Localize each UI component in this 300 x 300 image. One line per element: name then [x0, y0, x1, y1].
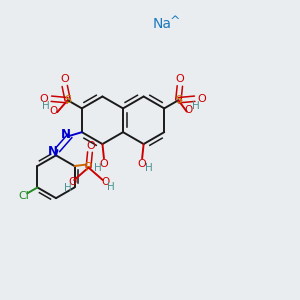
Text: O: O [50, 106, 58, 116]
Text: O: O [138, 159, 146, 169]
Text: H: H [106, 182, 114, 192]
Text: Na: Na [152, 17, 171, 31]
Text: O: O [60, 74, 69, 84]
Text: S: S [175, 95, 182, 105]
Text: H: H [192, 100, 200, 111]
Text: S: S [64, 95, 71, 105]
Text: Cl: Cl [19, 191, 30, 201]
Text: ^: ^ [170, 15, 181, 28]
Text: N: N [48, 145, 58, 158]
Text: O: O [68, 177, 76, 188]
Text: H: H [94, 163, 101, 173]
Text: H: H [42, 100, 50, 111]
Text: O: O [184, 105, 193, 115]
Text: O: O [40, 94, 48, 104]
Text: O: O [198, 94, 206, 104]
Text: O: O [101, 176, 109, 187]
Text: O: O [100, 159, 108, 169]
Text: H: H [145, 163, 153, 173]
Text: P: P [85, 161, 92, 174]
Text: N: N [61, 128, 70, 141]
Text: H: H [64, 183, 72, 193]
Text: O: O [176, 74, 184, 84]
Text: O: O [86, 141, 95, 151]
